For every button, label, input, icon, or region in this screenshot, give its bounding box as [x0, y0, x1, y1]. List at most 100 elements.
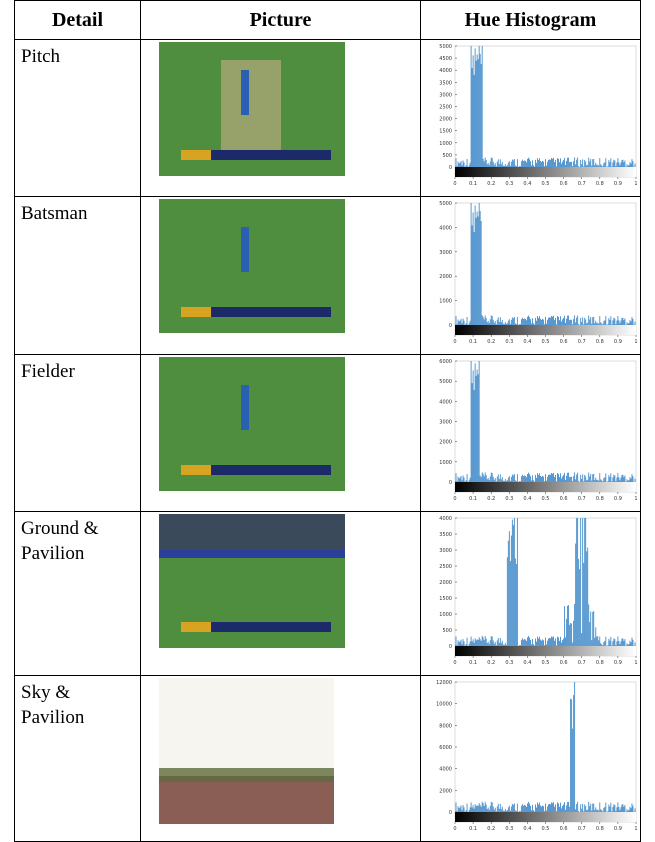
stand — [159, 514, 345, 554]
y-tick-label: 3000 — [439, 420, 452, 426]
player — [241, 70, 249, 115]
score-tag — [181, 622, 211, 632]
y-tick-label: 3000 — [439, 548, 452, 554]
hue-bar — [455, 167, 636, 177]
y-tick-label: 1000 — [439, 612, 452, 618]
header-row: Detail Picture Hue Histogram — [15, 1, 641, 40]
y-tick-label: 1500 — [439, 129, 452, 135]
x-tick-label: 0.1 — [469, 826, 477, 832]
pitch-strip — [221, 60, 281, 160]
x-tick-label: 0.2 — [487, 496, 495, 502]
y-tick-label: 4000 — [439, 516, 452, 522]
x-tick-label: 0 — [453, 339, 456, 345]
plot-frame — [455, 682, 636, 822]
x-tick-label: 1 — [634, 339, 637, 345]
x-tick-label: 0.8 — [596, 181, 604, 187]
x-tick-label: 0.5 — [542, 660, 550, 666]
y-tick-label: 6000 — [439, 359, 452, 365]
y-tick-label: 5000 — [439, 379, 452, 385]
x-tick-label: 0.8 — [596, 496, 604, 502]
x-tick-label: 0.1 — [469, 660, 477, 666]
y-tick-label: 1000 — [439, 299, 452, 305]
x-tick-label: 0.4 — [523, 496, 531, 502]
player — [241, 227, 249, 272]
y-tick-label: 0 — [449, 480, 452, 486]
score-tag — [181, 307, 211, 317]
y-tick-label: 0 — [449, 810, 452, 816]
x-tick-label: 0.7 — [578, 339, 586, 345]
y-tick-label: 8000 — [439, 723, 452, 729]
histogram-cell: 5000450040003500300025002000150010005000… — [421, 40, 641, 197]
picture — [141, 676, 419, 836]
picture-cell — [141, 512, 421, 676]
detail-table: Detail Picture Hue Histogram Pitch 5000 45… — [14, 0, 641, 842]
hue-bar — [455, 325, 636, 335]
x-tick-label: 0.3 — [505, 826, 513, 832]
y-tick-label: 12000 — [436, 680, 452, 686]
y-tick-label: 4500 — [439, 56, 452, 62]
x-tick-label: 0 — [453, 496, 456, 502]
x-tick-label: 0.2 — [487, 181, 495, 187]
x-tick-label: 0.6 — [560, 826, 568, 832]
histogram-cell: 50004000300020001000000.10.20.30.40.50.6… — [421, 197, 641, 355]
picture — [141, 197, 419, 349]
y-tick-label: 2000 — [439, 580, 452, 586]
x-tick-label: 0.5 — [542, 339, 550, 345]
banner — [159, 550, 345, 558]
header-cell: Detail — [15, 1, 141, 40]
y-tick-label: 2000 — [439, 274, 452, 280]
hue-bar — [455, 646, 636, 656]
header-cell: Hue Histogram — [421, 1, 641, 40]
y-tick-label: 3000 — [439, 92, 452, 98]
picture — [141, 512, 419, 670]
x-tick-label: 0.8 — [596, 660, 604, 666]
x-tick-label: 0.4 — [523, 181, 531, 187]
y-tick-label: 2500 — [439, 105, 452, 111]
histogram: 12000100008000600040002000000.10.20.30.4… — [421, 676, 639, 836]
x-tick-label: 0.5 — [542, 181, 550, 187]
hue-bar — [455, 482, 636, 492]
x-tick-label: 0.9 — [614, 339, 622, 345]
x-tick-label: 0.3 — [505, 660, 513, 666]
x-tick-label: 0.7 — [578, 181, 586, 187]
y-tick-label: 0 — [449, 323, 452, 329]
document: Detail Picture Hue Histogram Pitch 5000 45… — [14, 0, 641, 842]
x-tick-label: 0.2 — [487, 660, 495, 666]
detail-cell: Pitch — [15, 40, 141, 197]
x-tick-label: 0.8 — [596, 826, 604, 832]
x-tick-label: 0.2 — [487, 339, 495, 345]
y-tick-label: 4000 — [439, 68, 452, 74]
x-tick-label: 1 — [634, 181, 637, 187]
picture-cell — [141, 197, 421, 355]
x-tick-label: 0.8 — [596, 339, 604, 345]
picture — [141, 355, 419, 506]
x-tick-label: 0.6 — [560, 660, 568, 666]
y-tick-label: 1500 — [439, 596, 452, 602]
x-tick-label: 0.9 — [614, 181, 622, 187]
table-row: Batsman50004000300020001000000.10.20.30.… — [15, 197, 641, 355]
x-tick-label: 0.4 — [523, 660, 531, 666]
x-tick-label: 0.5 — [542, 826, 550, 832]
y-tick-label: 2500 — [439, 564, 452, 570]
y-tick-label: 0 — [449, 644, 452, 650]
picture-cell — [141, 355, 421, 512]
y-tick-label: 1000 — [439, 460, 452, 466]
x-tick-label: 0.7 — [578, 496, 586, 502]
crowd — [159, 776, 334, 824]
y-tick-label: 2000 — [439, 117, 452, 123]
x-tick-label: 0.3 — [505, 339, 513, 345]
x-tick-label: 1 — [634, 496, 637, 502]
x-tick-label: 0 — [453, 181, 456, 187]
x-tick-label: 0.9 — [614, 496, 622, 502]
y-tick-label: 5000 — [439, 44, 452, 50]
x-tick-label: 0.3 — [505, 181, 513, 187]
score-tag — [181, 465, 211, 475]
picture-cell — [141, 676, 421, 842]
